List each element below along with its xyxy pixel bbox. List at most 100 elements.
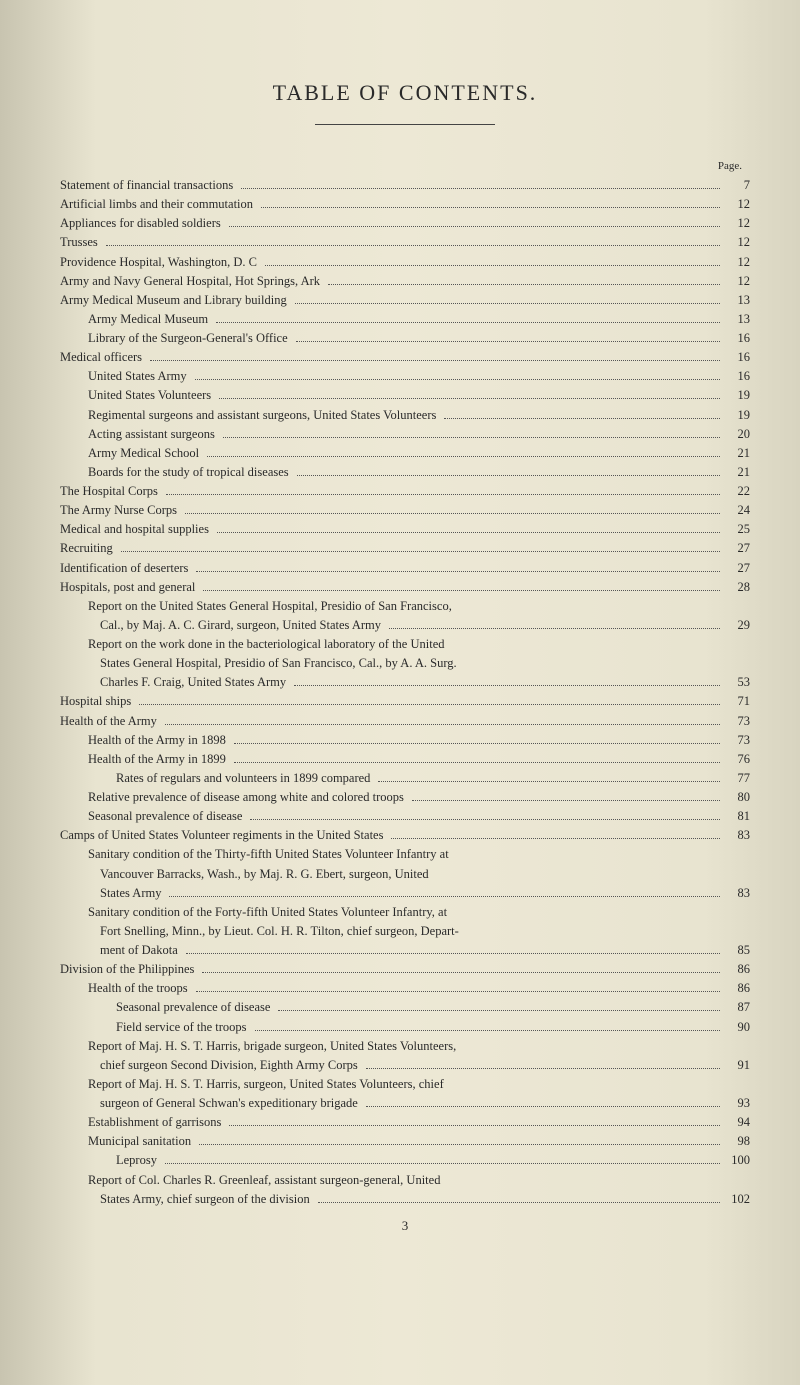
toc-dot-leader xyxy=(185,513,720,514)
toc-entry: Medical and hospital supplies25 xyxy=(60,520,750,538)
toc-entry-page: 86 xyxy=(724,960,750,978)
toc-entry-label: Establishment of garrisons xyxy=(88,1113,225,1131)
toc-entry-page: 83 xyxy=(724,884,750,902)
toc-entry: Sanitary condition of the Thirty-fifth U… xyxy=(60,845,750,863)
toc-entry: Seasonal prevalence of disease81 xyxy=(60,807,750,825)
toc-entry-page: 73 xyxy=(724,712,750,730)
toc-entry-page: 28 xyxy=(724,578,750,596)
toc-dot-leader xyxy=(255,1030,720,1031)
toc-entry: Health of the Army in 189873 xyxy=(60,731,750,749)
toc-entry: States General Hospital, Presidio of San… xyxy=(60,654,750,672)
toc-entry-page: 76 xyxy=(724,750,750,768)
toc-entry: Relative prevalence of disease among whi… xyxy=(60,788,750,806)
toc-entry: The Hospital Corps 22 xyxy=(60,482,750,500)
toc-entry-label: Cal., by Maj. A. C. Girard, surgeon, Uni… xyxy=(100,616,385,634)
toc-dot-leader xyxy=(261,207,720,208)
toc-entry-page: 7 xyxy=(724,176,750,194)
toc-entry-label: Artificial limbs and their commutation xyxy=(60,195,257,213)
toc-dot-leader xyxy=(444,418,720,419)
toc-entry: Field service of the troops90 xyxy=(60,1018,750,1036)
toc-entry-label: Municipal sanitation xyxy=(88,1132,195,1150)
toc-entry-label: States Army xyxy=(100,884,165,902)
toc-entry-label: Charles F. Craig, United States Army xyxy=(100,673,290,691)
toc-entry-label: Sanitary condition of the Thirty-fifth U… xyxy=(88,845,453,863)
toc-entry-label: United States Volunteers xyxy=(88,386,215,404)
toc-dot-leader xyxy=(389,628,720,629)
toc-entry-label: United States Army xyxy=(88,367,191,385)
toc-dot-leader xyxy=(217,532,720,533)
toc-entry-page: 22 xyxy=(724,482,750,500)
toc-entry-label: Seasonal prevalence of disease xyxy=(116,998,274,1016)
toc-entry-label: Relative prevalence of disease among whi… xyxy=(88,788,408,806)
toc-dot-leader xyxy=(250,819,720,820)
toc-dot-leader xyxy=(366,1068,720,1069)
toc-entry: The Army Nurse Corps 24 xyxy=(60,501,750,519)
toc-dot-leader xyxy=(165,724,720,725)
toc-entry: surgeon of General Schwan's expeditionar… xyxy=(60,1094,750,1112)
toc-entry-label: Report on the United States General Hosp… xyxy=(88,597,456,615)
toc-entry-page: 24 xyxy=(724,501,750,519)
toc-dot-leader xyxy=(229,226,720,227)
toc-entry-page: 83 xyxy=(724,826,750,844)
toc-entry-label: Report of Col. Charles R. Greenleaf, ass… xyxy=(88,1171,444,1189)
toc-entry: Appliances for disabled soldiers12 xyxy=(60,214,750,232)
document-page: TABLE OF CONTENTS. Page. Statement of fi… xyxy=(0,0,800,1385)
toc-entry-page: 20 xyxy=(724,425,750,443)
toc-entry-page: 100 xyxy=(724,1151,750,1169)
toc-entry-page: 25 xyxy=(724,520,750,538)
toc-dot-leader xyxy=(296,341,720,342)
toc-entry: Camps of United States Volunteer regimen… xyxy=(60,826,750,844)
toc-entry-page: 94 xyxy=(724,1113,750,1131)
toc-dot-leader xyxy=(223,437,720,438)
toc-dot-leader xyxy=(196,991,720,992)
toc-entry: Report on the United States General Hosp… xyxy=(60,597,750,615)
page-column-header: Page. xyxy=(60,160,750,172)
toc-entry: Hospitals, post and general28 xyxy=(60,578,750,596)
toc-entry-page: 19 xyxy=(724,406,750,424)
toc-entry-label: Medical officers xyxy=(60,348,146,366)
page-title: TABLE OF CONTENTS. xyxy=(60,80,750,106)
toc-entry-label: Seasonal prevalence of disease xyxy=(88,807,246,825)
toc-entry-page: 21 xyxy=(724,444,750,462)
toc-dot-leader xyxy=(229,1125,720,1126)
toc-entry-page: 98 xyxy=(724,1132,750,1150)
toc-dot-leader xyxy=(106,245,720,246)
toc-dot-leader xyxy=(165,1163,720,1164)
toc-dot-leader xyxy=(139,704,720,705)
toc-entry: States Army, chief surgeon of the divisi… xyxy=(60,1190,750,1208)
toc-dot-leader xyxy=(169,896,720,897)
toc-entry-label: Library of the Surgeon-General's Office xyxy=(88,329,292,347)
toc-entry-page: 12 xyxy=(724,233,750,251)
toc-entry-page: 85 xyxy=(724,941,750,959)
toc-entry: Rates of regulars and volunteers in 1899… xyxy=(60,769,750,787)
toc-entry: ment of Dakota85 xyxy=(60,941,750,959)
toc-entry: Army and Navy General Hospital, Hot Spri… xyxy=(60,272,750,290)
toc-dot-leader xyxy=(203,590,720,591)
footer-page-number: 3 xyxy=(60,1218,750,1234)
toc-entry: Trusses 12 xyxy=(60,233,750,251)
toc-entry-label: Appliances for disabled soldiers xyxy=(60,214,225,232)
toc-entry: Establishment of garrisons 94 xyxy=(60,1113,750,1131)
toc-entry-label: Trusses xyxy=(60,233,102,251)
toc-entry-page: 16 xyxy=(724,367,750,385)
toc-entry-label: Camps of United States Volunteer regimen… xyxy=(60,826,387,844)
toc-entry: Providence Hospital, Washington, D. C12 xyxy=(60,253,750,271)
toc-entry: Health of the troops86 xyxy=(60,979,750,997)
toc-entry-page: 21 xyxy=(724,463,750,481)
toc-entry: Division of the Philippines86 xyxy=(60,960,750,978)
toc-entry: Cal., by Maj. A. C. Girard, surgeon, Uni… xyxy=(60,616,750,634)
toc-entry-label: The Hospital Corps xyxy=(60,482,162,500)
toc-entry-label: The Army Nurse Corps xyxy=(60,501,181,519)
toc-entry-label: Health of the Army in 1899 xyxy=(88,750,230,768)
toc-entry-label: Providence Hospital, Washington, D. C xyxy=(60,253,261,271)
toc-entry-page: 27 xyxy=(724,539,750,557)
toc-entry-label: Report of Maj. H. S. T. Harris, brigade … xyxy=(88,1037,460,1055)
toc-entry: Municipal sanitation 98 xyxy=(60,1132,750,1150)
toc-entry: Identification of deserters27 xyxy=(60,559,750,577)
toc-entry-page: 16 xyxy=(724,329,750,347)
toc-entry-page: 102 xyxy=(724,1190,750,1208)
toc-entry: States Army 83 xyxy=(60,884,750,902)
toc-dot-leader xyxy=(207,456,720,457)
toc-dot-leader xyxy=(241,188,720,189)
toc-entry-label: Boards for the study of tropical disease… xyxy=(88,463,293,481)
